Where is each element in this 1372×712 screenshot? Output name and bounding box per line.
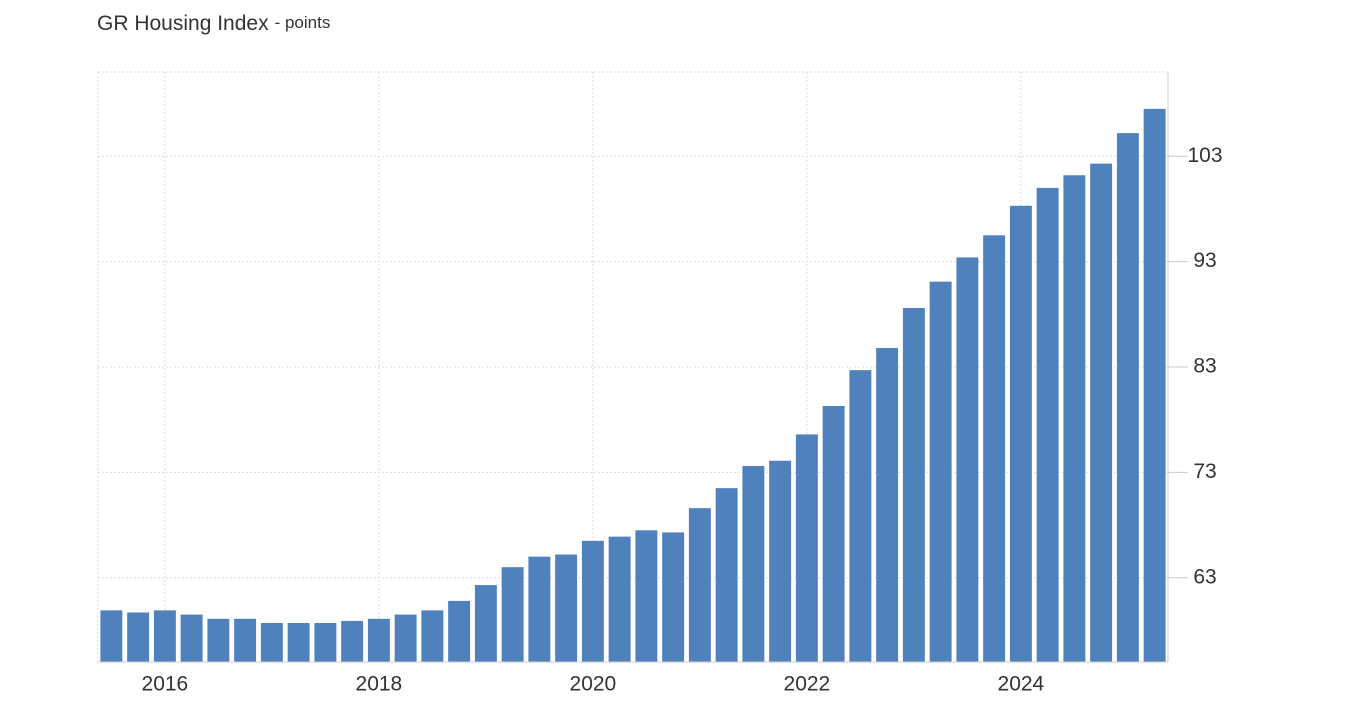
y-tick-label: 63 — [1193, 565, 1216, 588]
y-tick-label: 83 — [1193, 355, 1216, 378]
bar — [1143, 108, 1166, 662]
bar — [608, 536, 631, 662]
bar — [742, 466, 765, 662]
bar — [876, 348, 899, 662]
bar — [581, 540, 604, 662]
bar — [528, 556, 551, 662]
bar — [1090, 163, 1113, 663]
bar — [234, 618, 257, 662]
title: GR Housing Index — [97, 12, 269, 35]
bar — [100, 610, 123, 662]
x-tick-label: 2024 — [998, 673, 1045, 696]
bar — [314, 623, 337, 662]
bar — [662, 532, 685, 662]
bar — [260, 623, 283, 662]
x-tick-label: 2022 — [784, 673, 831, 696]
bar — [1009, 205, 1032, 662]
x-tick-label: 2018 — [356, 673, 403, 696]
bar — [501, 567, 524, 662]
bar — [555, 554, 578, 662]
bar — [448, 600, 471, 662]
bar — [207, 618, 230, 662]
bar — [822, 405, 845, 662]
bar — [127, 612, 150, 662]
bar — [902, 308, 925, 662]
subtitle: - points — [275, 13, 331, 32]
bar — [849, 370, 872, 662]
bar — [769, 460, 792, 662]
bar — [929, 281, 952, 662]
bar — [1063, 175, 1086, 662]
bar — [153, 610, 176, 662]
bar — [421, 610, 444, 662]
bar — [180, 614, 203, 662]
y-tick-label: 73 — [1193, 460, 1216, 483]
bar — [367, 618, 390, 662]
bar — [1116, 133, 1139, 662]
bar — [688, 508, 711, 662]
x-tick-label: 2020 — [570, 673, 617, 696]
bar — [394, 614, 417, 662]
y-tick-label: 93 — [1193, 249, 1216, 272]
bar — [1036, 187, 1059, 662]
bar — [715, 488, 738, 662]
y-tick-label: 103 — [1187, 144, 1222, 167]
bar — [341, 620, 364, 662]
chart-title: GR Housing Index - points — [97, 12, 330, 35]
bar — [635, 530, 658, 662]
bar — [956, 257, 979, 662]
bar — [474, 585, 497, 662]
bar — [795, 434, 818, 662]
x-tick-label: 2016 — [142, 673, 189, 696]
bar — [287, 623, 310, 662]
bar — [983, 235, 1006, 662]
